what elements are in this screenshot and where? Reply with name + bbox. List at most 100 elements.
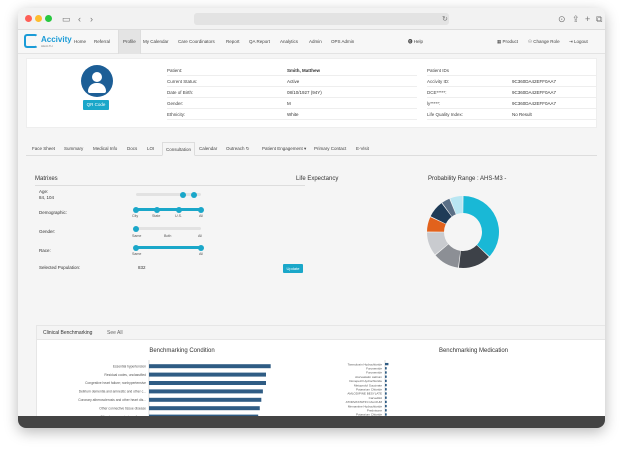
demographic-slider[interactable]	[133, 206, 204, 213]
tab-overview-icon[interactable]: ⧉	[596, 14, 603, 24]
logo-text: Accivity	[41, 34, 72, 44]
forward-icon[interactable]: ›	[90, 14, 93, 24]
nav-home[interactable]: Home	[74, 39, 87, 44]
address-bar[interactable]	[194, 13, 449, 25]
age-slider-min-handle[interactable]	[180, 191, 186, 198]
dce-id-value: 9C360DA42EFF0AA7	[512, 90, 557, 95]
accivity-id-label: Accivity ID:	[427, 79, 450, 84]
share-icon[interactable]: ⇪	[572, 14, 580, 24]
ly-id-value: 9C360DA42EFF0AA7	[512, 101, 557, 106]
tab-primary-contact[interactable]: Primary Contact	[314, 146, 347, 151]
tab-patient-engagement[interactable]: Patient Engagement ▾	[262, 142, 306, 156]
help-link[interactable]: ⓿ Help	[408, 30, 423, 54]
gender-handle[interactable]	[133, 225, 139, 232]
status-value: Active	[287, 79, 300, 84]
y-category-label: Prednisone	[367, 409, 383, 413]
y-category-label: Potassium Chloride	[356, 413, 382, 417]
demographic-handle-state[interactable]	[154, 206, 160, 213]
nav-ops-admin[interactable]: OPS Admin	[331, 39, 355, 44]
sidebar-toggle-icon[interactable]: ▭	[62, 14, 71, 24]
close-window-button[interactable]	[25, 15, 32, 22]
ethnicity-value: White	[287, 112, 299, 117]
nav-report[interactable]: Report	[226, 39, 240, 44]
y-category-label: Delirium dementia and amnestic and other…	[79, 390, 146, 394]
demographic-handle-us[interactable]	[176, 206, 182, 213]
reload-icon[interactable]: ↻	[442, 16, 448, 23]
nav-analytics[interactable]: Analytics	[280, 39, 299, 44]
download-icon[interactable]: ⊙	[558, 14, 566, 24]
tab-see-all[interactable]: See All	[107, 330, 123, 336]
tab-face-sheet[interactable]: Face Sheet	[32, 146, 56, 151]
gender-slider-label: Gender:	[39, 229, 56, 234]
ethnicity-label: Ethnicity:	[167, 112, 186, 117]
demographic-handle-all[interactable]	[198, 206, 204, 213]
age-label: Age:	[39, 189, 49, 194]
tab-consultation[interactable]: Consultation	[162, 142, 196, 156]
product-menu[interactable]: ▦ Product	[497, 30, 518, 54]
matrixes-title: Matrixes	[35, 176, 58, 182]
age-slider[interactable]	[136, 191, 201, 198]
nav-my-calendar[interactable]: My Calendar	[143, 39, 169, 44]
update-button[interactable]: Update	[283, 264, 303, 273]
gender-slider[interactable]	[133, 225, 201, 232]
bar	[149, 381, 266, 385]
nav-qa-report[interactable]: QA Report	[249, 39, 271, 44]
y-category-label: Congestive heart failure; nonhypertensiv…	[85, 381, 146, 385]
race-slider[interactable]	[133, 244, 204, 251]
donut-slice	[450, 196, 463, 215]
bar	[385, 388, 387, 391]
logo-subtext: HEALTH	[41, 43, 53, 48]
refresh-icon: ↻	[245, 146, 250, 151]
tab-outreach[interactable]: Outreach ↻	[226, 142, 250, 156]
tab-e-visit[interactable]: E-Visit	[356, 146, 369, 151]
demographic-handle-city[interactable]	[133, 206, 139, 213]
selected-population-label: Selected Population:	[39, 265, 81, 270]
top-navigation: Accivity HEALTH Home Referral Profile My …	[18, 30, 605, 54]
logout-icon: ⇥	[569, 39, 575, 44]
tab-medical-info[interactable]: Medical Info	[93, 146, 118, 151]
tab-calendar[interactable]: Calendar	[199, 146, 218, 151]
change-role-menu[interactable]: ⚇ Change Role	[528, 30, 560, 54]
demographic-tick-us: U.S.	[175, 214, 182, 218]
tab-clinical-benchmarking[interactable]: Clinical Benchmarking	[43, 330, 93, 336]
bar	[149, 372, 266, 377]
life-quality-value: No Result	[512, 112, 532, 117]
gender-value: M	[287, 101, 291, 106]
app-logo[interactable]: Accivity HEALTH	[24, 34, 72, 48]
logout-label: Logout	[574, 39, 588, 44]
age-slider-max-handle[interactable]	[191, 191, 197, 198]
demographic-label: Demographic:	[39, 210, 68, 215]
change-role-label: Change Role	[533, 39, 560, 44]
logout-link[interactable]: ⇥ Logout	[569, 30, 588, 54]
nav-referral[interactable]: Referral	[94, 39, 111, 44]
nav-admin[interactable]: Admin	[309, 39, 322, 44]
maximize-window-button[interactable]	[45, 15, 52, 22]
y-category-label: Donepezil Hydrochloride	[349, 379, 382, 383]
gender-tick-same: Same	[132, 234, 142, 238]
help-label: Help	[413, 39, 424, 44]
new-tab-icon[interactable]: +	[585, 14, 591, 24]
browser-titlebar: ▭ ‹ › ↻ ⊙ ⇪ + ⧉	[18, 8, 605, 30]
probability-title: Probability Range : AHS-M3 -	[428, 176, 507, 182]
back-icon[interactable]: ‹	[78, 14, 81, 24]
minimize-window-button[interactable]	[35, 15, 42, 22]
nav-care-coordinators[interactable]: Care Coordinators	[178, 39, 215, 44]
nav-profile[interactable]: Profile	[118, 30, 141, 54]
race-handle-all[interactable]	[198, 244, 204, 251]
logo-mark-icon	[24, 34, 38, 48]
tab-summary[interactable]: Summary	[64, 146, 84, 151]
age-value: 84, 104	[39, 195, 55, 200]
race-tick-all: All	[199, 252, 203, 256]
y-category-label: Tamsulosin Hydrochloride	[348, 362, 383, 366]
dob-label: Date of Birth:	[167, 90, 194, 95]
patient-name-label: Patient:	[167, 68, 183, 73]
qr-code-button[interactable]: QR Code	[83, 100, 109, 110]
tab-patient-engagement-label: Patient Engagement	[262, 146, 303, 151]
donut-slice	[430, 203, 452, 224]
tab-docs[interactable]: Docs	[127, 146, 138, 151]
race-handle-same[interactable]	[133, 244, 139, 251]
bar	[385, 379, 387, 383]
demographic-tick-state: State	[152, 214, 161, 218]
benchmarking-tabs: Clinical Benchmarking See All	[37, 326, 605, 340]
tab-loi[interactable]: LOI	[147, 146, 155, 151]
